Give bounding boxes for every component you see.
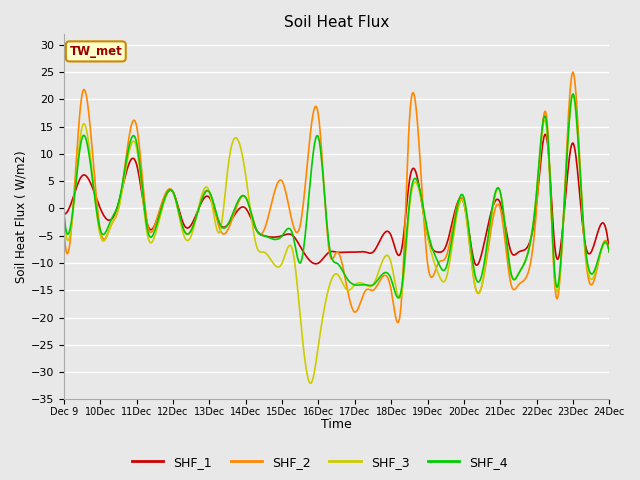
SHF_4 [556,266,564,272]
SHF_1 [381,229,389,235]
SHF_4 [436,263,444,268]
SHF_1 [473,263,481,268]
SHF_3 [204,184,211,190]
SHF_1 [60,211,68,217]
SHF_3 [329,274,337,279]
SHF_1 [542,132,550,137]
SHF_4 [204,188,211,194]
Y-axis label: Soil Heat Flux ( W/m2): Soil Heat Flux ( W/m2) [15,150,28,283]
SHF_2 [328,256,336,262]
Legend: SHF_1, SHF_2, SHF_3, SHF_4: SHF_1, SHF_2, SHF_3, SHF_4 [127,451,513,474]
SHF_4 [328,256,336,262]
SHF_2 [180,227,188,232]
SHF_4 [60,211,68,217]
SHF_1 [180,221,188,227]
SHF_3 [556,270,564,276]
SHF_1 [435,249,443,255]
SHF_4 [605,249,613,255]
SHF_2 [605,249,613,255]
SHF_4 [569,91,577,97]
SHF_1 [204,193,211,199]
Line: SHF_2: SHF_2 [64,72,609,323]
SHF_3 [436,274,444,280]
SHF_3 [180,232,188,238]
SHF_2 [204,187,211,193]
Text: TW_met: TW_met [70,45,122,58]
X-axis label: Time: Time [321,419,352,432]
Title: Soil Heat Flux: Soil Heat Flux [284,15,389,30]
SHF_3 [569,91,577,97]
SHF_4 [180,227,188,232]
SHF_2 [381,273,389,278]
Line: SHF_4: SHF_4 [64,94,609,298]
Line: SHF_3: SHF_3 [64,94,609,383]
SHF_3 [605,249,613,255]
SHF_3 [307,380,315,386]
SHF_1 [557,242,564,248]
SHF_2 [394,320,402,325]
SHF_1 [605,249,613,255]
SHF_1 [328,249,336,254]
SHF_3 [60,211,68,217]
SHF_4 [394,295,402,301]
SHF_2 [60,228,68,233]
SHF_2 [569,69,577,75]
SHF_3 [382,253,390,259]
SHF_4 [381,270,389,276]
SHF_2 [436,259,444,264]
SHF_2 [556,273,564,279]
Line: SHF_1: SHF_1 [64,134,609,265]
